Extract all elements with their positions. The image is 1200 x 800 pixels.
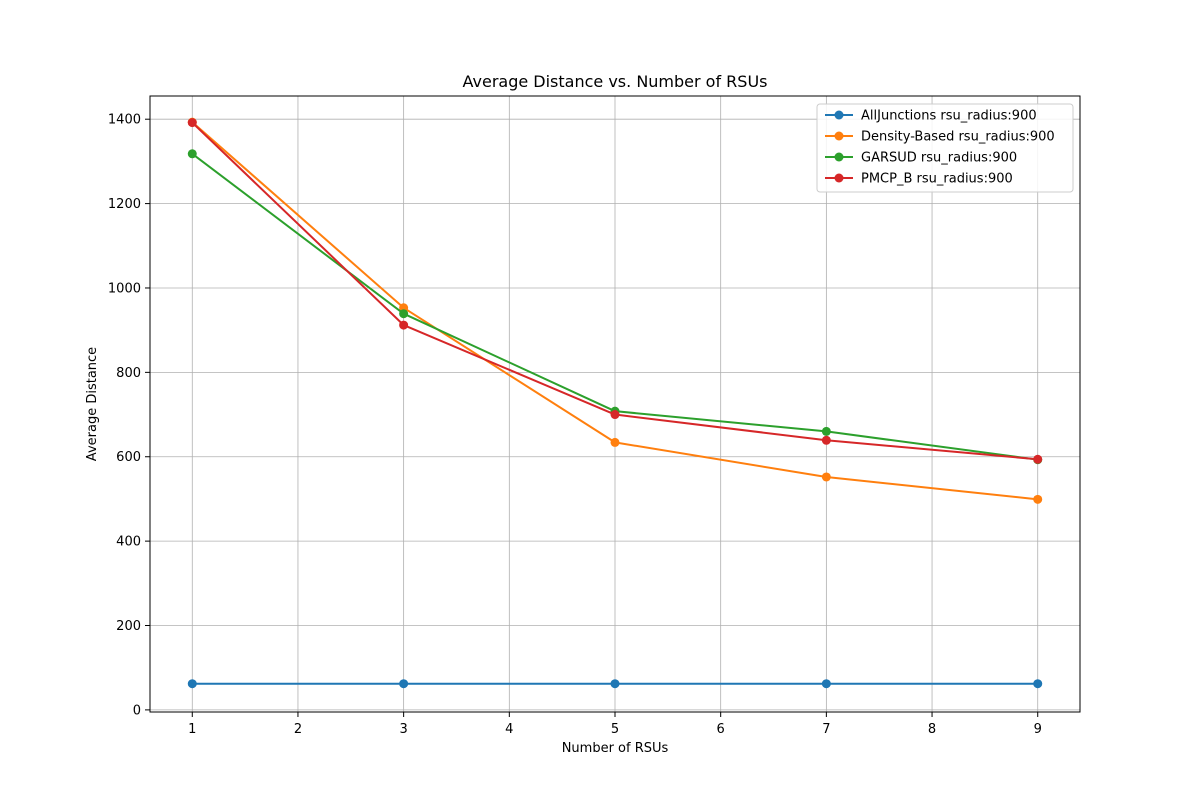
y-tick-label: 0 [133, 703, 141, 718]
data-point [1033, 454, 1043, 464]
data-point [821, 435, 831, 445]
legend-marker [834, 173, 844, 183]
legend-label: Density-Based rsu_radius:900 [861, 130, 1055, 145]
data-point [821, 426, 831, 436]
data-point [187, 118, 197, 128]
y-tick-label: 1200 [108, 197, 141, 212]
x-tick-label: 5 [611, 722, 619, 737]
x-tick-label: 1 [188, 722, 196, 737]
y-tick-label: 600 [116, 450, 141, 465]
legend-label: GARSUD rsu_radius:900 [861, 151, 1017, 166]
grid [150, 96, 1080, 712]
legend-item: PMCP_B rsu_radius:900 [825, 172, 1013, 187]
series-3 [187, 118, 1043, 464]
legend-item: GARSUD rsu_radius:900 [825, 151, 1017, 166]
data-point [187, 149, 197, 159]
data-point [610, 679, 620, 689]
x-tick-label: 8 [928, 722, 936, 737]
y-tick-label: 200 [116, 619, 141, 634]
data-point [399, 320, 409, 330]
data-point [821, 472, 831, 482]
data-point [399, 679, 409, 689]
x-axis-label: Number of RSUs [562, 741, 669, 756]
data-point [1033, 494, 1043, 504]
legend-label: PMCP_B rsu_radius:900 [861, 172, 1013, 187]
series-layer [187, 117, 1043, 689]
y-axis-label: Average Distance [85, 347, 100, 461]
x-tick-label: 7 [822, 722, 830, 737]
data-point [1033, 679, 1043, 689]
ticks: 1 2 3 4 5 6 7 8 9 0 200 400 600 800 1000 1200 1400 [108, 113, 1042, 737]
chart-title: Average Distance vs. Number of RSUs [463, 72, 768, 91]
legend-marker [834, 131, 844, 141]
y-tick-label: 400 [116, 535, 141, 550]
data-point [399, 309, 409, 319]
x-tick-label: 9 [1034, 722, 1042, 737]
legend-item: Density-Based rsu_radius:900 [825, 130, 1055, 145]
legend-box [816, 103, 1074, 193]
x-tick-label: 4 [505, 722, 513, 737]
legend-label: AllJunctions rsu_radius:900 [861, 109, 1037, 124]
data-point [187, 679, 197, 689]
x-tick-label: 3 [399, 722, 407, 737]
x-tick-label: 6 [717, 722, 725, 737]
data-point [821, 679, 831, 689]
y-tick-label: 1000 [108, 281, 141, 296]
y-tick-label: 800 [116, 366, 141, 381]
series-0 [187, 679, 1043, 689]
x-tick-label: 2 [294, 722, 302, 737]
data-point [610, 410, 620, 420]
legend-marker [834, 152, 844, 162]
legend-marker [834, 110, 844, 120]
legend-item: AllJunctions rsu_radius:900 [825, 109, 1037, 124]
legend: AllJunctions rsu_radius:900 Density-Based… [816, 103, 1074, 193]
data-point [610, 437, 620, 447]
y-tick-label: 1400 [108, 113, 141, 128]
